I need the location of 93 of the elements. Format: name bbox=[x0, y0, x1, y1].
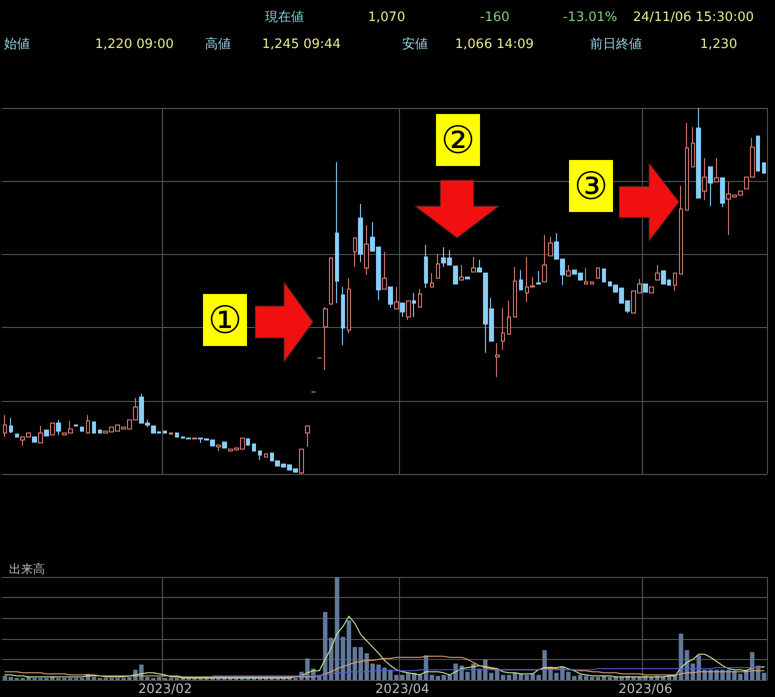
candlestick bbox=[453, 266, 458, 285]
text: 前日終値 bbox=[590, 37, 642, 53]
candlestick bbox=[335, 162, 339, 304]
candlestick bbox=[329, 258, 333, 305]
candlestick bbox=[513, 266, 517, 318]
candlestick bbox=[501, 307, 505, 350]
candlestick bbox=[720, 177, 725, 208]
annotation: ③ bbox=[569, 160, 613, 212]
candlestick bbox=[602, 268, 606, 282]
candlestick bbox=[44, 430, 49, 436]
candlestick bbox=[9, 418, 13, 434]
candlestick bbox=[495, 342, 500, 378]
candlestick bbox=[584, 267, 588, 285]
candlestick bbox=[590, 281, 594, 285]
chart-title: 出来高 bbox=[9, 562, 45, 576]
candlestick bbox=[477, 259, 482, 272]
candlestick bbox=[708, 166, 713, 207]
candlestick bbox=[98, 430, 102, 434]
annotation: ① bbox=[203, 294, 247, 346]
x-tick-label: 2023/06 bbox=[618, 682, 672, 697]
candlestick bbox=[696, 108, 701, 199]
text: 1,070 bbox=[368, 10, 406, 26]
text: 1,230 bbox=[700, 37, 738, 53]
text: 安値 bbox=[402, 37, 428, 53]
candlestick bbox=[299, 448, 304, 474]
candlestick bbox=[3, 414, 7, 438]
candlestick bbox=[347, 278, 351, 334]
text: 現在値 bbox=[265, 10, 304, 26]
text: 始値 bbox=[4, 37, 30, 53]
candlestick bbox=[80, 426, 84, 432]
candlestick bbox=[756, 136, 760, 172]
candlestick bbox=[216, 444, 221, 452]
candlestick bbox=[465, 276, 470, 280]
candlestick bbox=[175, 432, 179, 438]
text: -13.01% bbox=[563, 10, 618, 26]
candlestick bbox=[252, 443, 256, 452]
text: 高値 bbox=[205, 37, 231, 53]
candlestick bbox=[691, 126, 695, 168]
candlestick bbox=[685, 122, 689, 211]
candlestick bbox=[38, 426, 43, 444]
candlestick bbox=[56, 419, 61, 436]
candlestick bbox=[258, 450, 262, 461]
candlestick bbox=[436, 254, 440, 279]
candlestick bbox=[762, 162, 766, 174]
candlestick bbox=[86, 414, 90, 434]
candlestick bbox=[679, 185, 683, 275]
text: 1,220 09:00 bbox=[95, 37, 174, 53]
candlestick bbox=[655, 264, 660, 281]
candlestick bbox=[424, 244, 428, 289]
candlestick bbox=[566, 264, 571, 276]
candlestick bbox=[400, 302, 405, 318]
candlestick bbox=[536, 270, 541, 285]
text: 24/11/06 15:30:00 bbox=[633, 10, 754, 26]
candlestick bbox=[418, 288, 422, 308]
candlestick bbox=[519, 270, 523, 290]
candlestick bbox=[323, 306, 328, 371]
candlestick bbox=[714, 158, 719, 182]
text: -160 bbox=[480, 10, 510, 26]
candlestick bbox=[702, 158, 707, 200]
candlestick bbox=[643, 284, 648, 293]
candlestick bbox=[548, 236, 553, 256]
candlestick bbox=[364, 224, 369, 276]
x-tick-label: 2023/02 bbox=[138, 682, 192, 697]
candlestick bbox=[542, 234, 547, 282]
candlestick bbox=[246, 438, 250, 446]
candlestick bbox=[222, 442, 227, 449]
candlestick bbox=[471, 256, 476, 272]
candlestick bbox=[382, 251, 387, 290]
candlestick bbox=[74, 424, 78, 427]
annotation: ② bbox=[436, 114, 480, 166]
candlestick bbox=[430, 272, 434, 288]
candlestick bbox=[649, 286, 654, 294]
candlestick bbox=[353, 237, 357, 268]
candlestick bbox=[596, 267, 600, 279]
candlestick bbox=[50, 422, 55, 436]
x-tick-label: 2023/04 bbox=[375, 682, 430, 697]
candlestick bbox=[459, 264, 464, 281]
candlestick bbox=[507, 300, 511, 335]
candlestick bbox=[264, 453, 268, 458]
candlestick bbox=[406, 300, 411, 320]
candlestick bbox=[394, 286, 399, 310]
candlestick bbox=[388, 286, 393, 308]
candlestick bbox=[412, 292, 416, 318]
candlestick bbox=[32, 436, 37, 443]
candlestick bbox=[358, 203, 363, 263]
candlestick bbox=[305, 426, 310, 448]
candlestick bbox=[341, 286, 345, 346]
candlestick bbox=[673, 272, 677, 292]
text: 1,066 14:09 bbox=[455, 37, 534, 53]
candlestick bbox=[163, 430, 167, 434]
text: 1,245 09:44 bbox=[262, 37, 341, 53]
candlestick bbox=[92, 422, 96, 434]
candlestick bbox=[15, 434, 19, 438]
